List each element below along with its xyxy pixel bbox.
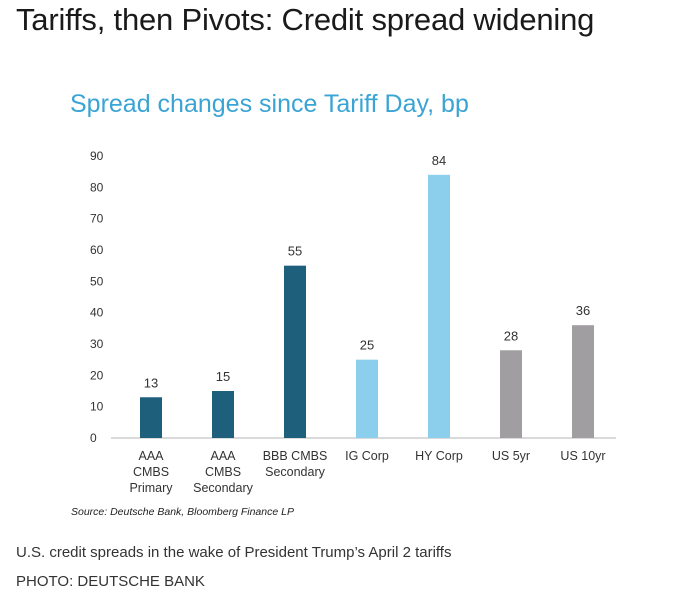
bar xyxy=(356,359,378,438)
bar-value-label: 36 xyxy=(576,303,590,318)
x-tick-label: HY Corp xyxy=(415,449,463,463)
y-tick-label: 70 xyxy=(90,212,104,226)
y-tick-label: 90 xyxy=(90,149,104,163)
chart-title: Spread changes since Tariff Day, bp xyxy=(70,90,469,118)
chart-source: Source: Deutsche Bank, Bloomberg Finance… xyxy=(71,506,294,518)
bar xyxy=(572,325,594,438)
y-tick-label: 60 xyxy=(90,243,104,257)
y-tick-label: 0 xyxy=(90,431,97,445)
x-tick-label: US 5yr xyxy=(492,449,530,463)
bar xyxy=(284,265,306,438)
bar-value-label: 25 xyxy=(360,338,374,353)
y-tick-label: 30 xyxy=(90,337,104,351)
bar-chart: 0 10 20 30 40 50 60 70 80 90 13 AAA CMBS Primary 15 AAA… xyxy=(90,149,616,495)
bar xyxy=(500,350,522,438)
y-tick-label: 10 xyxy=(90,400,104,414)
x-tick-label: CMBS xyxy=(205,465,241,479)
bar-value-label: 84 xyxy=(432,153,446,168)
bar xyxy=(212,391,234,438)
bar-value-label: 15 xyxy=(216,369,230,384)
chart-figure: Spread changes since Tariff Day, bp 0 10 2… xyxy=(56,70,638,530)
bar-value-label: 55 xyxy=(288,244,302,259)
x-tick-label: CMBS xyxy=(133,465,169,479)
x-tick-label: US 10yr xyxy=(560,449,605,463)
x-tick-label: AAA xyxy=(138,449,164,463)
y-tick-label: 40 xyxy=(90,306,104,320)
y-tick-label: 80 xyxy=(90,180,104,194)
image-caption: U.S. credit spreads in the wake of Presi… xyxy=(16,544,452,561)
bar-value-label: 28 xyxy=(504,328,518,343)
x-tick-label: IG Corp xyxy=(345,449,389,463)
bar-value-label: 13 xyxy=(144,375,158,390)
headline: Tariffs, then Pivots: Credit spread wide… xyxy=(16,2,595,37)
x-tick-label: Primary xyxy=(129,481,173,495)
x-tick-label: Secondary xyxy=(265,465,326,479)
photo-credit: PHOTO: DEUTSCHE BANK xyxy=(16,573,205,590)
bar xyxy=(140,397,162,438)
x-tick-label: BBB CMBS xyxy=(263,449,328,463)
y-tick-label: 50 xyxy=(90,274,104,288)
bar xyxy=(428,174,450,439)
x-tick-label: AAA xyxy=(210,449,236,463)
x-tick-label: Secondary xyxy=(193,481,254,495)
y-tick-label: 20 xyxy=(90,368,104,382)
